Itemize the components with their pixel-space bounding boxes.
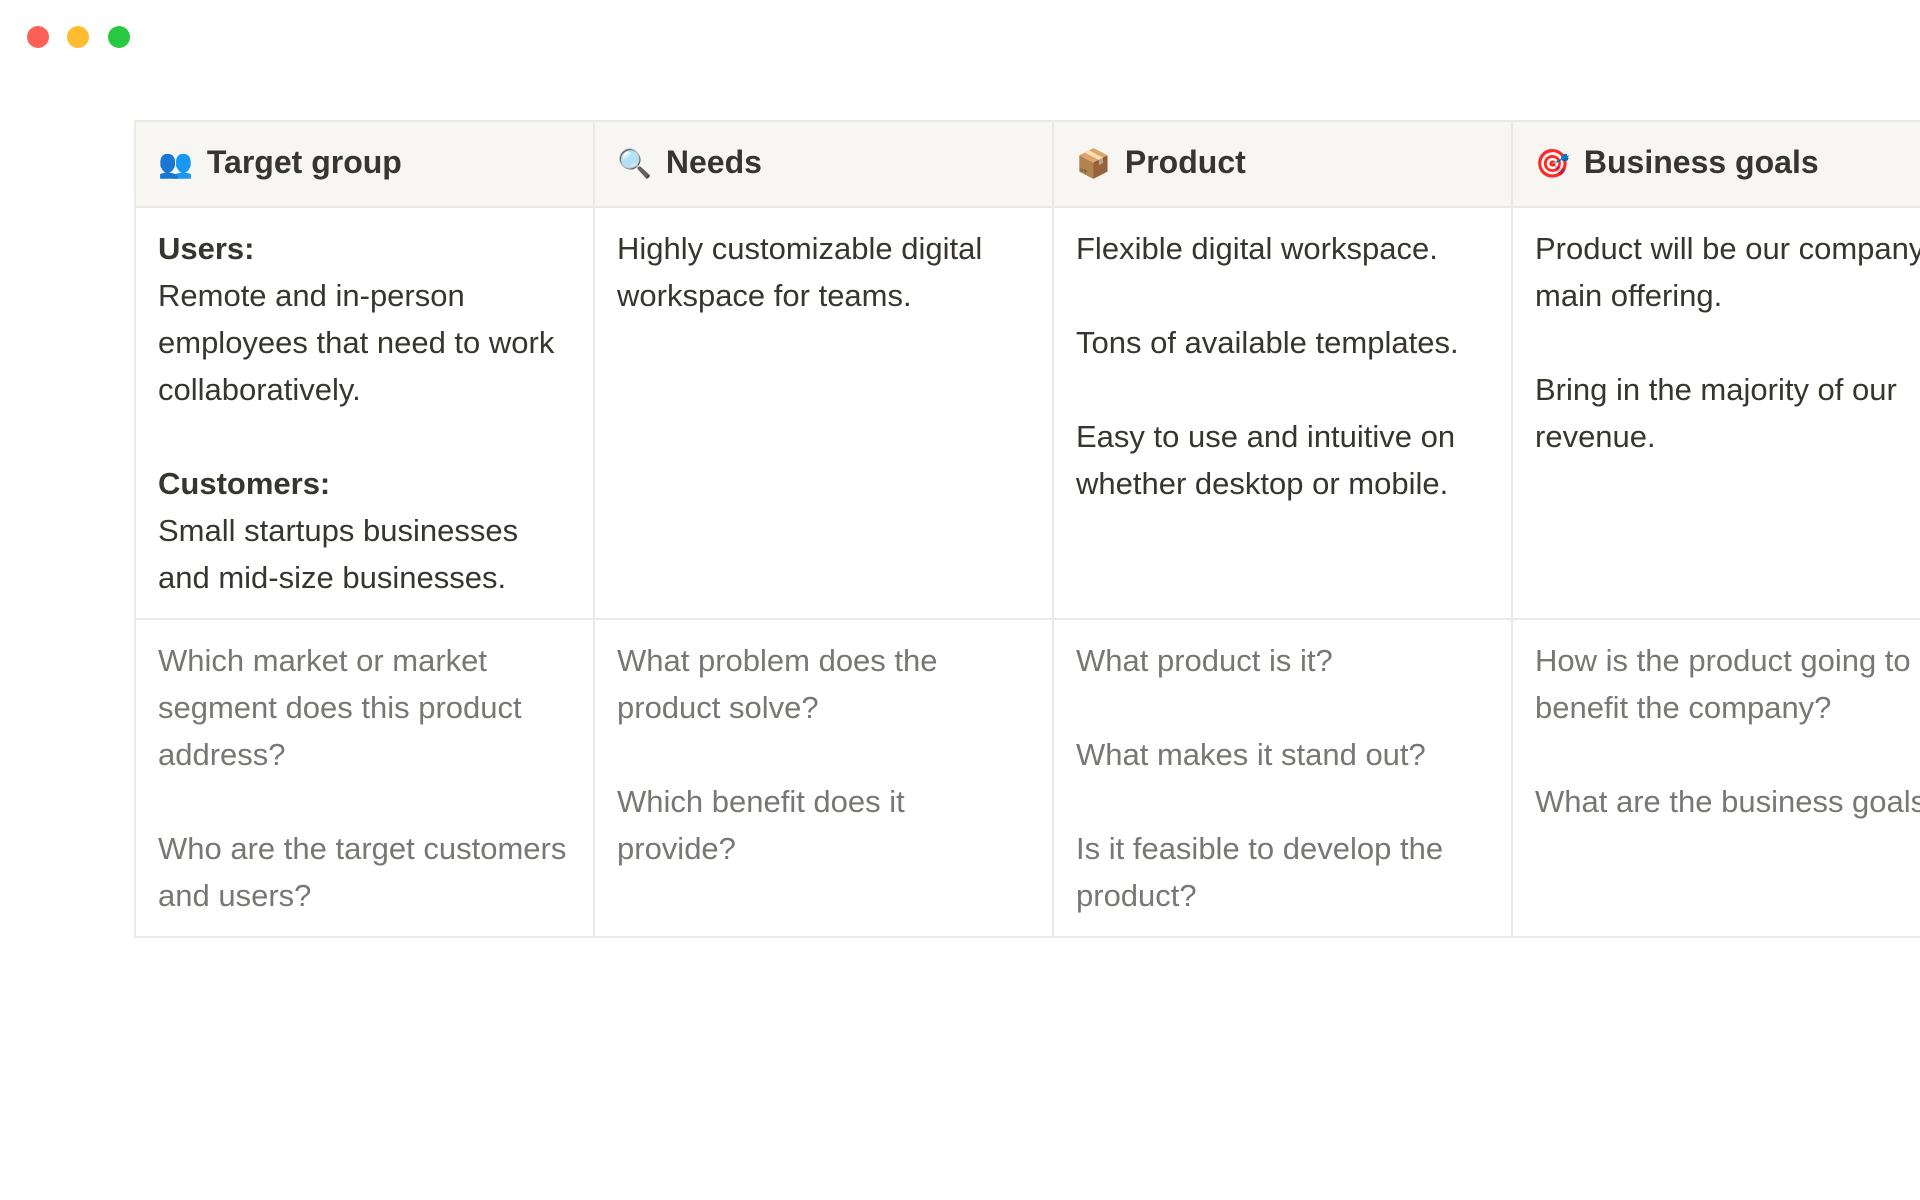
header-row: 👥 Target group 🔍 Needs 📦 Product 🎯 Business goa… [134,120,1920,208]
column-icon: 📦 [1076,148,1111,179]
cell-text: Which market or market segment does this… [158,643,522,772]
table-cell: Highly customizable digital workspace fo… [593,206,1054,620]
cell-paragraph: Customers: Small startups businesses and … [158,460,571,601]
cell-text: Tons of available templates. [1076,325,1459,360]
cell-text: Product will be our company's main offer… [1535,231,1920,313]
cell-text: Who are the target customers and users? [158,831,567,913]
column-title: Target group [206,144,402,180]
column-icon: 👥 [158,148,193,179]
cell-text: Highly customizable digital workspace fo… [617,231,983,313]
column-header: 👥 Target group [134,120,595,208]
cell-text: Flexible digital workspace. [1076,231,1438,266]
maximize-button[interactable] [108,26,130,48]
cell-paragraph: Product will be our company's main offer… [1535,225,1920,319]
cell-paragraph: Which market or market segment does this… [158,637,571,778]
column-header: 🔍 Needs [593,120,1054,208]
cell-paragraph: Which benefit does it provide? [617,778,1030,872]
cell-text: What problem does the product solve? [617,643,938,725]
cell-paragraph: Flexible digital workspace. [1076,225,1489,272]
column-icon: 🎯 [1535,148,1570,179]
cell-paragraph: Who are the target customers and users? [158,825,571,919]
cell-paragraph: What are the business goals? [1535,778,1920,825]
cell-text: Bring in the majority of our revenue. [1535,372,1897,454]
minimize-button[interactable] [67,26,89,48]
cell-paragraph: Users: Remote and in-person employees tha… [158,225,571,413]
cell-text: What are the business goals? [1535,784,1920,819]
cell-paragraph: What makes it stand out? [1076,731,1489,778]
table-cell: Product will be our company's main offer… [1511,206,1920,620]
cell-paragraph: Easy to use and intuitive on whether des… [1076,413,1489,507]
cell-text: How is the product going to benefit the … [1535,643,1911,725]
cell-paragraph: How is the product going to benefit the … [1535,637,1920,731]
column-header: 📦 Product [1052,120,1513,208]
table-cell: Which market or market segment does this… [134,618,595,938]
cell-text: Easy to use and intuitive on whether des… [1076,419,1456,501]
cell-text: Remote and in-person employees that need… [158,278,555,407]
table-cell: Users: Remote and in-person employees tha… [134,206,595,620]
column-title: Product [1124,144,1246,180]
cell-paragraph: Tons of available templates. [1076,319,1489,366]
table-cell: What problem does the product solve? Whic… [593,618,1054,938]
cell-paragraph: What product is it? [1076,637,1489,684]
table-cell: What product is it? What makes it stand o… [1052,618,1513,938]
cell-label: Users: [158,231,255,266]
table-row: Users: Remote and in-person employees tha… [134,206,1920,620]
cell-text: Is it feasible to develop the product? [1076,831,1444,913]
cell-paragraph: Highly customizable digital workspace fo… [617,225,1030,319]
cell-paragraph: Is it feasible to develop the product? [1076,825,1489,919]
column-icon: 🔍 [617,148,652,179]
overview-table: 👥 Target group 🔍 Needs 📦 Product 🎯 Business goa… [134,120,1920,938]
column-title: Needs [665,144,762,180]
table-cell: Flexible digital workspace. Tons of avail… [1052,206,1513,620]
cell-text: What product is it? [1076,643,1333,678]
table-row: Which market or market segment does this… [134,618,1920,938]
column-title: Business goals [1583,144,1819,180]
cell-paragraph: Bring in the majority of our revenue. [1535,366,1920,460]
cell-text: Which benefit does it provide? [617,784,905,866]
column-header: 🎯 Business goals [1511,120,1920,208]
close-button[interactable] [27,26,49,48]
cell-label: Customers: [158,466,331,501]
cell-text: Small startups businesses and mid-size b… [158,513,519,595]
table-cell: How is the product going to benefit the … [1511,618,1920,938]
cell-text: What makes it stand out? [1076,737,1426,772]
cell-paragraph: What problem does the product solve? [617,637,1030,731]
